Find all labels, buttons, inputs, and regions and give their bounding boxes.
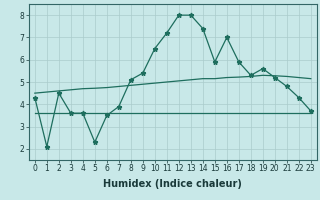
X-axis label: Humidex (Indice chaleur): Humidex (Indice chaleur) bbox=[103, 179, 242, 189]
